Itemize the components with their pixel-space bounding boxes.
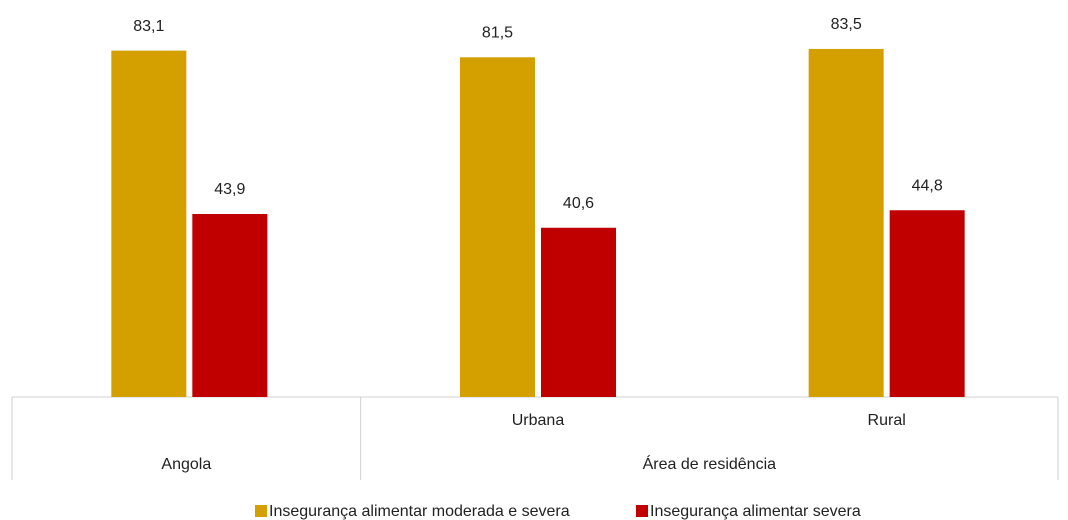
legend-label: Insegurança alimentar moderada e severa [269,503,570,520]
bar [111,50,187,397]
bar [460,57,535,398]
data-label: 44,8 [912,177,943,194]
data-label: 43,9 [214,181,245,198]
bar [541,227,616,397]
bar [192,214,268,397]
x-tick-label: Urbana [512,412,565,429]
x-tick-label: Rural [868,412,906,429]
bar [808,48,884,398]
legend-label: Insegurança alimentar severa [650,503,861,520]
data-label: 83,1 [133,18,164,35]
group-label: Angola [161,456,211,473]
legend-swatch [255,505,267,517]
group-label: Área de residência [643,454,777,473]
data-label: 83,5 [831,16,862,33]
data-label: 81,5 [482,24,513,41]
data-label: 40,6 [563,195,594,212]
bar [889,210,965,397]
legend-swatch [636,505,648,517]
